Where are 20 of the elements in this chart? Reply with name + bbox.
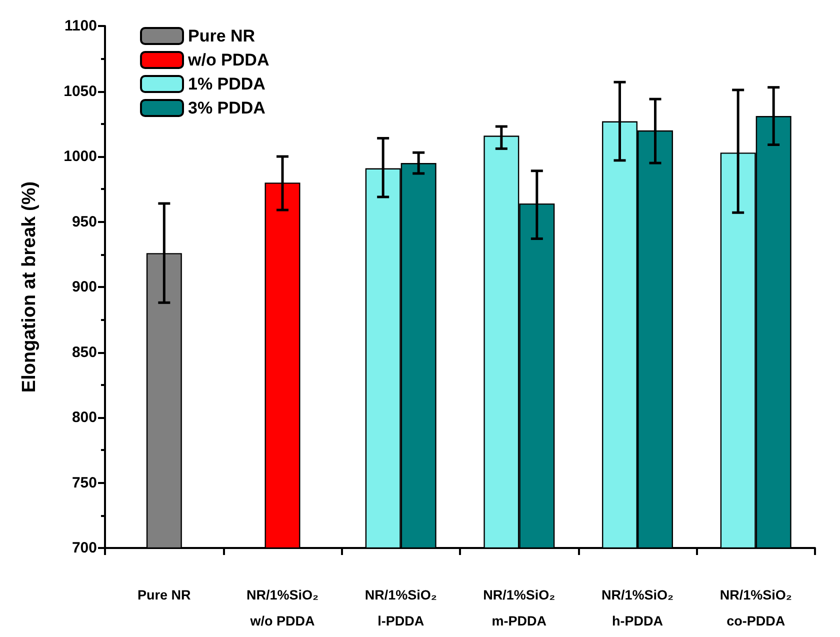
- x-tick-label: NR/1%SiO₂ w/o PDDA: [246, 588, 319, 628]
- legend-label: 1% PDDA: [188, 74, 266, 94]
- legend-label: 3% PDDA: [188, 98, 266, 118]
- y-axis-title: Elongation at break (%): [19, 181, 40, 393]
- y-tick-label: 900: [72, 278, 97, 296]
- x-tick-label: Pure NR: [138, 588, 192, 602]
- x-tick-label: NR/1%SiO₂ co-PDDA: [720, 588, 792, 628]
- x-tick-label: NR/1%SiO₂ m-PDDA: [483, 588, 556, 628]
- legend-label: w/o PDDA: [187, 50, 270, 70]
- y-tick-label: 1100: [64, 18, 97, 34]
- x-tick-label: NR/1%SiO₂ l-PDDA: [364, 588, 437, 628]
- x-tick-label: NR/1%SiO₂ h-PDDA: [601, 588, 674, 628]
- y-tick-label: 1000: [64, 148, 97, 165]
- y-tick-label: 700: [72, 540, 97, 556]
- y-tick-label: 1050: [64, 82, 97, 100]
- y-tick-label: 750: [72, 474, 97, 492]
- legend-label: Pure NR: [188, 26, 256, 46]
- y-tick-label: 800: [72, 409, 97, 426]
- y-tick-label: 950: [72, 213, 97, 230]
- y-tick-label: 850: [72, 344, 97, 361]
